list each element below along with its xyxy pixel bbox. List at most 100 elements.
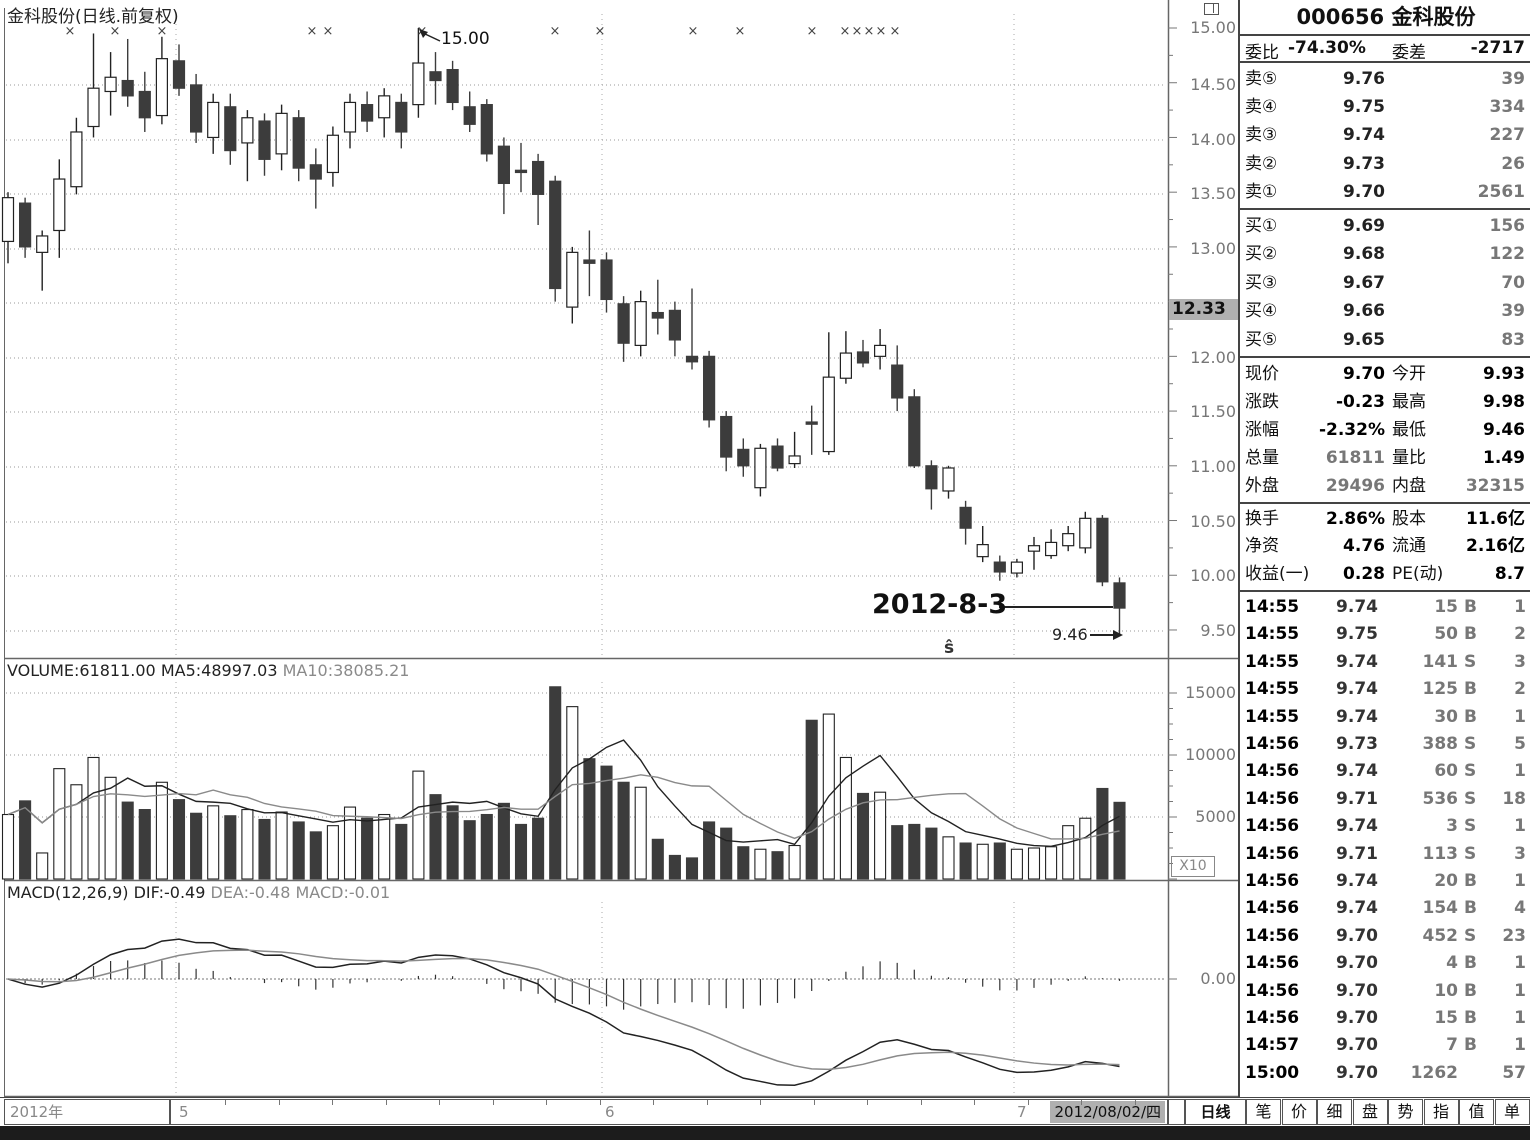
stat-row: 涨跌 -0.23 最高 9.98	[1240, 388, 1530, 416]
tick-time: 14:56	[1245, 843, 1300, 864]
tick-count: 3	[1514, 843, 1526, 864]
bottom-tab-势[interactable]: 势	[1388, 1099, 1423, 1125]
tick-row[interactable]: 14:56 9.71 113 S 3	[1240, 841, 1530, 868]
bottom-tab-值[interactable]: 值	[1459, 1099, 1494, 1125]
stat-value: 9.93	[1483, 364, 1525, 384]
macd-axis-label: 0.00	[1200, 969, 1236, 988]
tick-row[interactable]: 14:56 9.73 388 S 5	[1240, 731, 1530, 758]
tick-price: 9.70	[1336, 1062, 1378, 1083]
buy-order-qty: 70	[1501, 272, 1525, 293]
tick-time: 14:56	[1245, 980, 1300, 1001]
tick-time: 14:56	[1245, 898, 1300, 919]
tick-volume: 141	[1422, 651, 1459, 672]
tick-row[interactable]: 14:56 9.70 10 B 1	[1240, 978, 1530, 1005]
tick-volume: 125	[1422, 679, 1459, 700]
stat-value: 61811	[1325, 448, 1385, 468]
stat-label: 外盘	[1245, 476, 1279, 496]
tick-volume: 50	[1434, 624, 1458, 645]
x-axis-tick	[813, 1100, 815, 1105]
tick-row[interactable]: 14:56 9.70 4 B 1	[1240, 950, 1530, 977]
tick-row[interactable]: 14:56 9.74 20 B 1	[1240, 868, 1530, 895]
bottom-tab-单[interactable]: 单	[1494, 1099, 1530, 1125]
tick-price: 9.74	[1336, 761, 1378, 782]
bottom-tab-指[interactable]: 指	[1423, 1099, 1459, 1125]
tick-time: 14:55	[1245, 651, 1300, 672]
stat-label: 内盘	[1392, 476, 1426, 496]
x-axis-tick	[653, 1100, 654, 1105]
bottom-tab-价[interactable]: 价	[1281, 1099, 1317, 1125]
tick-row[interactable]: 14:56 9.74 154 B 4	[1240, 895, 1530, 922]
tick-row[interactable]: 14:57 9.70 7 B 1	[1240, 1032, 1530, 1059]
sell-order-row[interactable]: 卖④ 9.75 334	[1240, 93, 1530, 121]
volume-multiplier-label: X10	[1171, 856, 1215, 877]
tick-row[interactable]: 14:55 9.75 50 B 2	[1240, 621, 1530, 648]
tick-price: 9.70	[1336, 980, 1378, 1001]
tick-row[interactable]: 14:56 9.74 3 S 1	[1240, 813, 1530, 840]
sell-order-label: 卖③	[1245, 125, 1278, 146]
tick-volume: 20	[1434, 871, 1458, 891]
tick-price: 9.74	[1336, 679, 1378, 700]
price-axis-label: 10.50	[1190, 512, 1236, 531]
bottom-bar: 2012年 2012/08/02/四 5 6 7 日线 笔价细盘势指值单	[0, 1097, 1530, 1127]
buy-order-row[interactable]: 买① 9.69 156	[1240, 212, 1530, 240]
tick-row[interactable]: 14:55 9.74 125 B 2	[1240, 676, 1530, 703]
tick-volume: 4	[1446, 953, 1458, 974]
tick-price: 9.70	[1336, 953, 1378, 974]
stat-label: 今开	[1392, 364, 1426, 384]
buy-order-row[interactable]: 买④ 9.66 39	[1240, 297, 1530, 325]
stat-value: 4.76	[1343, 536, 1385, 557]
tick-count: 1	[1514, 597, 1526, 617]
tick-count: 23	[1502, 925, 1526, 946]
tick-count: 1	[1514, 953, 1526, 974]
tick-row[interactable]: 14:55 9.74 30 B 1	[1240, 704, 1530, 731]
sell-order-row[interactable]: 卖③ 9.74 227	[1240, 121, 1530, 149]
window-split-icon[interactable]	[1204, 3, 1219, 15]
tick-volume: 15	[1434, 597, 1458, 617]
tick-side-flag: B	[1464, 953, 1477, 974]
stock-code-title: 000656 金科股份	[1240, 0, 1530, 36]
tick-trade-list[interactable]: 14:55 9.74 15 B 1 14:55 9.75 50 B 2 14:55 9.74 141 S 3…	[1240, 592, 1530, 1097]
stat-row: 收益(一) 0.28 PE(动) 8.7	[1240, 561, 1530, 588]
tick-side-flag: S	[1464, 816, 1477, 837]
buy-order-price: 9.66	[1343, 301, 1385, 322]
period-tab-daily[interactable]: 日线	[1185, 1099, 1246, 1125]
sell-order-row[interactable]: 卖⑤ 9.76 39	[1240, 65, 1530, 93]
tick-row[interactable]: 14:56 9.71 536 S 18	[1240, 786, 1530, 813]
x-axis-tick	[1081, 1100, 1082, 1105]
tick-volume: 15	[1434, 1008, 1458, 1028]
cross-mark: ×	[852, 24, 863, 39]
tick-row[interactable]: 14:56 9.70 15 B 1	[1240, 1005, 1530, 1032]
stat-value: 11.6亿	[1466, 509, 1525, 529]
bottom-tab-细[interactable]: 细	[1317, 1099, 1352, 1125]
buy-order-row[interactable]: 买② 9.68 122	[1240, 240, 1530, 268]
macd-name: MACD(12,26,9)	[7, 883, 129, 902]
buy-order-qty: 83	[1501, 329, 1525, 350]
tick-time: 14:56	[1245, 816, 1300, 837]
volume-ma10: MA10:38085.21	[282, 661, 410, 680]
stat-label: PE(动)	[1392, 563, 1444, 584]
tick-count: 4	[1514, 898, 1526, 919]
stat-label: 收益(一)	[1245, 563, 1310, 584]
bottom-tab-笔[interactable]: 笔	[1246, 1099, 1281, 1125]
x-axis-tick	[706, 1100, 708, 1105]
sell-order-row[interactable]: 卖② 9.73 26	[1240, 150, 1530, 178]
x-axis-tick	[225, 1100, 226, 1105]
tick-time: 14:56	[1245, 734, 1300, 754]
sell-order-row[interactable]: 卖① 9.70 2561	[1240, 178, 1530, 206]
bottom-tab-盘[interactable]: 盘	[1352, 1099, 1388, 1125]
tick-side-flag: S	[1464, 843, 1477, 864]
weibi-label: 委比	[1245, 43, 1279, 63]
tick-row[interactable]: 14:56 9.70 452 S 23	[1240, 923, 1530, 950]
tick-row[interactable]: 14:55 9.74 141 S 3	[1240, 649, 1530, 676]
tick-row[interactable]: 14:55 9.74 15 B 1	[1240, 594, 1530, 621]
tick-count: 1	[1514, 761, 1526, 782]
buy-order-row[interactable]: 买⑤ 9.65 83	[1240, 326, 1530, 354]
stat-value: 9.98	[1483, 392, 1525, 412]
buy-order-price: 9.68	[1343, 244, 1385, 265]
tick-row[interactable]: 14:56 9.74 60 S 1	[1240, 758, 1530, 785]
tick-row[interactable]: 15:00 9.70 1262 57	[1240, 1060, 1530, 1087]
buy-order-row[interactable]: 买③ 9.67 70	[1240, 269, 1530, 297]
main-chart-region[interactable]: × × × × × × × × × × × × × × × × 金科股份(日线.前复权) VOLUME:618…	[0, 0, 1241, 1097]
cross-mark: ×	[807, 24, 818, 39]
